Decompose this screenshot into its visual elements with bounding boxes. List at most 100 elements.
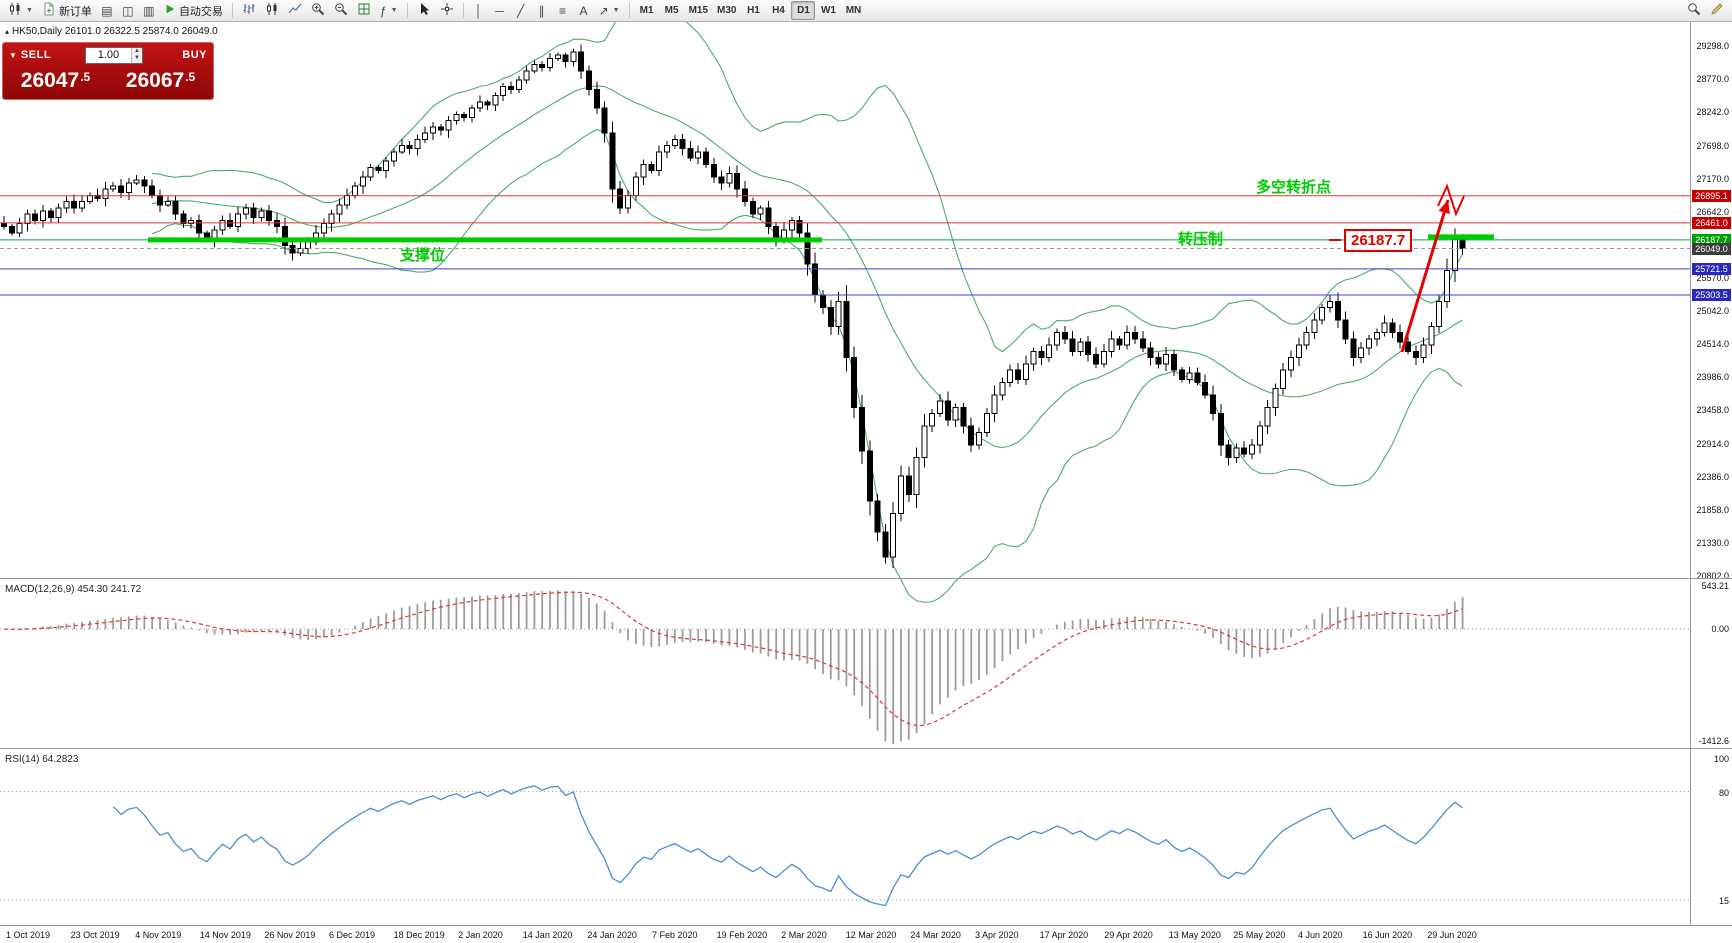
date-axis[interactable]: 1 Oct 2019 23 Oct 2019 4 Nov 2019 14 Nov 20… <box>0 925 1732 943</box>
candle-chart-mode-button[interactable] <box>261 1 283 20</box>
price-tick-label: 24514.0 <box>1696 339 1729 350</box>
volume-value: 1.00 <box>97 48 120 61</box>
cursor-icon <box>417 2 431 19</box>
zoom-in-button[interactable] <box>307 1 329 20</box>
date-tick-label: 19 Feb 2020 <box>716 930 768 940</box>
price-tick-label: 25042.0 <box>1696 306 1729 317</box>
edit-button[interactable] <box>1706 1 1728 20</box>
text-tool-button[interactable]: A <box>574 1 594 20</box>
text-tool-icon: A <box>579 3 588 18</box>
vertical-line-icon: │ <box>474 3 483 18</box>
terminal-button[interactable]: ▥ <box>139 1 159 20</box>
volume-field[interactable]: 1.00 ▲ ▼ <box>84 46 143 64</box>
horizontal-line-tool-button[interactable]: ─ <box>490 1 510 20</box>
price-tick-label: 22914.0 <box>1696 438 1729 449</box>
price-tick-label: 20802.0 <box>1696 570 1729 581</box>
arrows-tool-button[interactable]: ↗ ▼ <box>595 1 624 20</box>
timeframe-button-m1[interactable]: M1 <box>639 5 654 16</box>
autotrading-button[interactable]: 自动交易 <box>160 1 227 20</box>
channel-tool-button[interactable]: ∥ <box>532 1 552 20</box>
price-level-tag: 25721.5 <box>1692 262 1731 275</box>
chart-title-text: HK50,Daily 26101.0 26322.5 25874.0 26049… <box>12 26 218 37</box>
new-chart-button[interactable]: ▼ <box>4 1 37 20</box>
toolbar-separator <box>406 3 408 18</box>
price-level-tag: 26049.0 <box>1692 242 1731 255</box>
price-chart[interactable] <box>0 22 1690 925</box>
search-button[interactable] <box>1683 1 1705 20</box>
main-toolbar: ▼ 新订单 ▤ ◫ ▥ 自动交易 ƒ ▼ │ ─ ╱ ∥ ≡ A ↗ ▼ M1 M5 M… <box>0 0 1732 22</box>
date-tick-label: 2 Jan 2020 <box>458 930 503 940</box>
volume-down-button[interactable]: ▼ <box>131 55 142 63</box>
macd-scale-label: -1412.6 <box>1698 736 1729 747</box>
chevron-down-icon: ▼ <box>612 7 620 14</box>
timeframe-button-h1[interactable]: H1 <box>747 5 760 16</box>
market-watch-button[interactable]: ▤ <box>97 1 117 20</box>
price-tick-label: 29298.0 <box>1696 40 1729 51</box>
timeframe-button-d1[interactable]: D1 <box>791 1 816 20</box>
autotrading-label: 自动交易 <box>178 5 223 18</box>
date-tick-label: 24 Jan 2020 <box>587 930 637 940</box>
price-tick-label: 26642.0 <box>1696 206 1729 217</box>
date-tick-label: 14 Jan 2020 <box>522 930 573 940</box>
price-tick-label: 28770.0 <box>1696 73 1729 84</box>
new-order-button[interactable]: 新订单 <box>38 1 96 20</box>
date-tick-label: 26 Nov 2019 <box>264 930 316 940</box>
buy-button[interactable]: 26067 .5 <box>108 64 213 97</box>
date-tick-label: 29 Apr 2020 <box>1104 930 1153 940</box>
chevron-down-icon: ▼ <box>26 7 33 14</box>
play-icon <box>164 3 176 18</box>
price-tick-label: 23458.0 <box>1696 405 1729 416</box>
zoom-out-icon <box>334 2 348 19</box>
toolbar-separator <box>462 3 464 18</box>
tile-windows-button[interactable] <box>353 1 375 20</box>
date-tick-label: 2 Mar 2020 <box>781 930 827 940</box>
timeframe-button-h4[interactable]: H4 <box>772 5 785 16</box>
date-tick-label: 12 Mar 2020 <box>845 930 897 940</box>
trendline-tool-button[interactable]: ╱ <box>511 1 531 20</box>
date-tick-label: 24 Mar 2020 <box>910 930 961 940</box>
price-tick-label: 21330.0 <box>1696 537 1729 548</box>
bar-chart-mode-button[interactable] <box>238 1 260 20</box>
timeframe-button-m30[interactable]: M30 <box>717 5 737 16</box>
candlestick-chart-icon <box>8 2 22 19</box>
date-tick-label: 29 Jun 2020 <box>1427 930 1477 940</box>
rsi-indicator-label: RSI(14) 64.2823 <box>5 754 79 765</box>
timeframe-button-m15[interactable]: M15 <box>688 5 709 16</box>
date-tick-label: 1 Oct 2019 <box>6 930 51 940</box>
collapse-one-click-button[interactable]: ▼ <box>9 50 17 60</box>
timeframe-button-m5[interactable]: M5 <box>664 5 679 16</box>
pane-separator[interactable] <box>0 578 1732 579</box>
pane-separator[interactable] <box>0 748 1732 749</box>
price-tick-label: 21858.0 <box>1696 504 1729 515</box>
timeframe-button-mn[interactable]: MN <box>845 5 862 16</box>
indicators-button[interactable]: ƒ ▼ <box>376 1 402 20</box>
indicators-icon: ƒ <box>379 3 387 18</box>
crosshair-icon <box>440 2 454 19</box>
price-tick-label: 22386.0 <box>1696 471 1729 482</box>
date-tick-label: 4 Jun 2020 <box>1298 930 1343 940</box>
vertical-line-tool-button[interactable]: │ <box>469 1 489 20</box>
navigator-button[interactable]: ◫ <box>118 1 138 20</box>
volume-up-button[interactable]: ▲ <box>131 47 142 55</box>
cursor-tool-button[interactable] <box>413 1 435 20</box>
timeframe-button-w1[interactable]: W1 <box>820 5 836 16</box>
fibonacci-tool-button[interactable]: ≡ <box>553 1 573 20</box>
crosshair-tool-button[interactable] <box>436 1 458 20</box>
date-tick-label: 6 Dec 2019 <box>329 930 376 940</box>
sell-button[interactable]: 26047 .5 <box>3 64 108 97</box>
zoom-out-button[interactable] <box>330 1 352 20</box>
date-tick-label: 13 May 2020 <box>1168 930 1221 940</box>
price-tick-label: 25570.0 <box>1696 273 1729 284</box>
price-axis[interactable]: 29298.0 28770.0 28242.0 27698.0 27170.0 26642… <box>1690 22 1732 925</box>
macd-scale-label: 0.00 <box>1711 624 1729 635</box>
timeframe-toolbar: M1 M5 M15 M30 H1 H4 D1 W1 MN <box>635 1 866 20</box>
price-level-tag: 25303.5 <box>1692 288 1731 301</box>
date-tick-label: 18 Dec 2019 <box>393 930 445 940</box>
date-tick-label: 3 Apr 2020 <box>975 930 1019 940</box>
line-chart-mode-button[interactable] <box>284 1 306 20</box>
fibonacci-icon: ≡ <box>559 3 567 18</box>
price-level-tag: 26895.1 <box>1692 189 1731 202</box>
price-level-tag: 26461.0 <box>1692 216 1731 229</box>
bar-chart-icon <box>242 2 256 19</box>
